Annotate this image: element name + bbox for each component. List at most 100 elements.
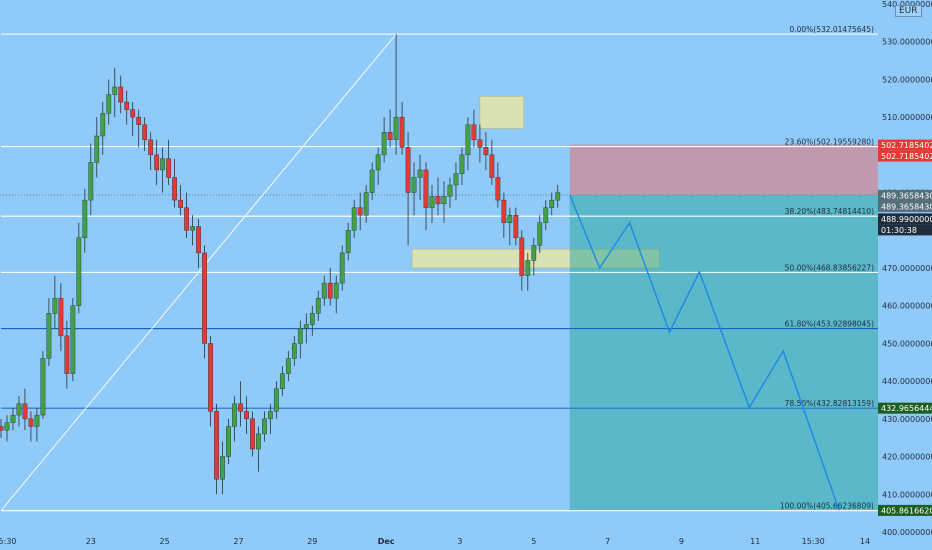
candle-body xyxy=(525,260,531,276)
candle xyxy=(178,185,183,216)
candle-body xyxy=(136,116,142,125)
price-tag-label: 489.36584303 xyxy=(881,191,932,200)
stop-loss-zone[interactable] xyxy=(569,144,879,195)
candle xyxy=(357,192,363,231)
candle xyxy=(154,139,160,186)
candle xyxy=(423,162,429,231)
x-axis-tick-label: 15:30 xyxy=(0,537,17,546)
highlight-zone[interactable] xyxy=(479,96,525,129)
candle-body xyxy=(100,113,106,137)
candle-body xyxy=(22,403,28,420)
candle-body xyxy=(112,86,118,95)
price-tag: 502.71854022 xyxy=(878,150,932,162)
candle-body xyxy=(250,418,255,450)
candle-body xyxy=(309,313,315,325)
fib-trend-line[interactable] xyxy=(0,33,397,511)
candle xyxy=(285,350,291,382)
candle xyxy=(525,252,531,291)
candle xyxy=(309,305,315,336)
candle-body xyxy=(28,418,34,427)
candle-body xyxy=(10,414,16,423)
candle-body xyxy=(423,169,429,208)
candle xyxy=(507,207,513,246)
candle-body xyxy=(52,297,58,314)
price-tag-box xyxy=(878,189,932,201)
candle-body xyxy=(483,147,489,156)
candle-body xyxy=(220,456,225,480)
fib-level-label: 38.20%(483.74814410) xyxy=(785,207,874,216)
y-axis-tick-label: 530.00000000 xyxy=(882,38,932,47)
candle xyxy=(399,102,405,155)
candle xyxy=(441,181,447,223)
candle-body xyxy=(447,184,453,197)
price-tag-box xyxy=(878,402,932,414)
candle-body xyxy=(543,207,549,223)
candle xyxy=(232,396,237,442)
candle-body xyxy=(154,154,160,171)
candle xyxy=(501,192,507,238)
candle xyxy=(519,230,525,291)
candle xyxy=(4,415,10,442)
candle-body xyxy=(351,207,357,231)
candle xyxy=(64,320,70,389)
candle xyxy=(118,75,124,114)
candle-body xyxy=(238,403,243,412)
y-axis-tick-label: 510.00000000 xyxy=(882,113,932,122)
projection-path[interactable] xyxy=(569,194,840,511)
price-tag: 489.36584303 xyxy=(878,200,932,212)
price-tag: 489.36584303 xyxy=(878,189,932,201)
candle xyxy=(495,162,501,208)
candle-body xyxy=(471,124,477,140)
candle xyxy=(70,298,76,382)
currency-badge[interactable]: EUR xyxy=(895,5,922,17)
x-axis-tick-label: 15:30 xyxy=(802,537,825,546)
candle-body xyxy=(405,147,411,193)
candle-body xyxy=(549,199,555,208)
y-axis-tick-label: 470.00000000 xyxy=(882,264,932,273)
price-tag-label: 502.71854022 xyxy=(881,152,932,161)
candle-body xyxy=(262,418,267,435)
x-axis-tick-label: 25 xyxy=(160,537,170,546)
candle-body xyxy=(477,139,483,148)
candle xyxy=(405,132,411,246)
candle-body xyxy=(184,207,189,231)
candle-body xyxy=(393,116,399,140)
candle-body xyxy=(166,158,172,178)
price-tag: 01:30:38 xyxy=(878,224,932,236)
candle xyxy=(166,139,172,186)
candle xyxy=(375,147,381,186)
candle-body xyxy=(190,226,195,231)
candle xyxy=(279,366,285,397)
candle xyxy=(453,162,459,201)
candle-body xyxy=(387,132,393,140)
take-profit-zone[interactable] xyxy=(569,194,879,510)
x-axis-tick-label: 14 xyxy=(860,537,870,546)
candle xyxy=(387,109,393,148)
candle-body xyxy=(321,282,327,299)
candle-body xyxy=(555,192,561,201)
price-tag-label: 489.36584303 xyxy=(881,202,932,211)
candle xyxy=(267,403,273,434)
candle-body xyxy=(142,124,148,140)
candle-body xyxy=(333,282,339,299)
candle-body xyxy=(214,411,219,480)
candle xyxy=(100,102,106,155)
candle xyxy=(34,407,40,442)
candle-body xyxy=(363,192,369,216)
candle-body xyxy=(226,426,231,457)
candle xyxy=(196,218,201,268)
candle xyxy=(40,350,46,419)
y-axis-tick-label: 420.00000000 xyxy=(882,453,932,462)
candle xyxy=(369,162,375,201)
candle-body xyxy=(315,297,321,314)
candle xyxy=(429,185,435,223)
candle xyxy=(142,117,148,152)
candle-body xyxy=(88,162,94,201)
candle xyxy=(315,290,321,321)
candle xyxy=(250,411,255,457)
x-axis-tick-label: 23 xyxy=(86,537,96,546)
candle xyxy=(262,411,267,442)
candle-body xyxy=(58,297,64,337)
candle-body xyxy=(369,169,375,193)
